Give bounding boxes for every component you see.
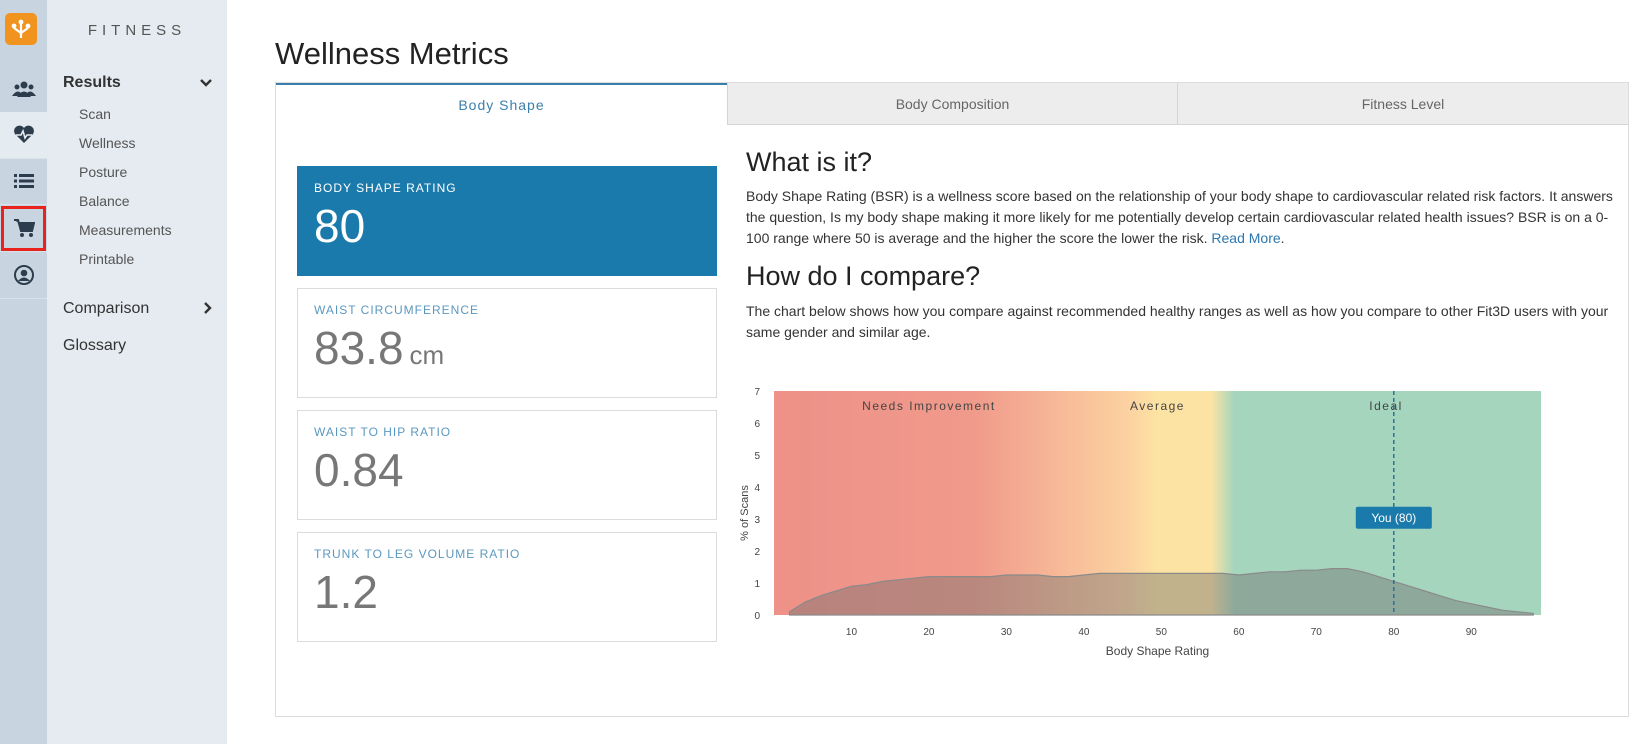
- card-label: WAIST CIRCUMFERENCE: [314, 303, 480, 317]
- chevron-down-icon: [199, 75, 213, 91]
- y-tick-label: 1: [754, 579, 760, 590]
- nav-results-label: Results: [63, 74, 121, 91]
- card-value: 83.8: [314, 322, 404, 374]
- x-tick-label: 10: [846, 627, 858, 638]
- compare-heading: How do I compare?: [746, 261, 981, 291]
- x-tick-label: 50: [1156, 627, 1168, 638]
- you-marker-badge: [1355, 506, 1432, 529]
- y-tick-label: 7: [754, 387, 760, 398]
- users-icon[interactable]: [0, 66, 47, 113]
- nav-results[interactable]: Results: [63, 74, 213, 92]
- section-title: FITNESS: [87, 22, 187, 39]
- nav-item-scan[interactable]: Scan: [79, 106, 111, 122]
- what-tail: .: [1280, 230, 1285, 246]
- nav-comparison-label: Comparison: [63, 300, 150, 317]
- what-text: Body Shape Rating (BSR) is a wellness sc…: [746, 186, 1616, 249]
- nav-glossary[interactable]: Glossary: [63, 337, 213, 355]
- nav-comparison[interactable]: Comparison: [63, 300, 213, 318]
- zone-label-2: Ideal: [1369, 399, 1403, 413]
- y-tick-label: 4: [754, 483, 760, 494]
- card-unit: cm: [409, 340, 445, 370]
- sidebar-nav: FITNESS Results Scan Wellness Posture Ba…: [47, 0, 227, 744]
- x-tick-label: 40: [1078, 627, 1090, 638]
- x-tick-label: 90: [1466, 627, 1478, 638]
- card-value: 1.2: [314, 566, 378, 618]
- y-tick-label: 5: [754, 451, 760, 462]
- x-tick-label: 30: [1001, 627, 1013, 638]
- card-waist-circumference[interactable]: WAIST CIRCUMFERENCE 83.8 cm: [297, 288, 717, 398]
- zone-background: [774, 391, 1541, 615]
- card-body-shape-rating[interactable]: BODY SHAPE RATING 80: [297, 166, 717, 276]
- y-tick-label: 0: [754, 611, 760, 622]
- nav-item-printable[interactable]: Printable: [79, 251, 135, 267]
- cart-icon[interactable]: [0, 205, 47, 252]
- x-tick-label: 20: [923, 627, 935, 638]
- x-tick-label: 80: [1388, 627, 1400, 638]
- x-tick-label: 60: [1233, 627, 1245, 638]
- zone-label-1: Average: [1130, 399, 1185, 413]
- x-axis-label: Body Shape Rating: [1106, 644, 1209, 658]
- nav-item-measurements[interactable]: Measurements: [79, 222, 172, 238]
- tab-bar: Body Shape Body Composition Fitness Leve…: [276, 83, 1628, 125]
- zone-label-0: Needs Improvement: [862, 399, 996, 413]
- heart-pulse-icon[interactable]: [0, 112, 47, 159]
- read-more-link[interactable]: Read More: [1211, 230, 1281, 246]
- y-tick-label: 6: [754, 419, 760, 430]
- icon-rail: [0, 0, 47, 744]
- y-tick-label: 2: [754, 547, 760, 558]
- y-axis-label: % of Scans: [739, 485, 751, 541]
- nav-item-balance[interactable]: Balance: [79, 193, 130, 209]
- card-label: WAIST TO HIP RATIO: [314, 425, 452, 439]
- nav-item-posture[interactable]: Posture: [79, 164, 128, 180]
- x-tick-label: 70: [1311, 627, 1323, 638]
- card-value: 80: [314, 200, 366, 252]
- nav-item-wellness[interactable]: Wellness: [79, 135, 136, 151]
- card-label: BODY SHAPE RATING: [314, 181, 457, 195]
- distribution-area: [788, 568, 1534, 616]
- user-circle-icon[interactable]: [0, 252, 47, 299]
- card-trunk-to-leg-volume-ratio[interactable]: TRUNK TO LEG VOLUME RATIO 1.2: [297, 532, 717, 642]
- what-heading: What is it?: [746, 147, 873, 177]
- card-value: 0.84: [314, 444, 404, 496]
- tab-body-composition[interactable]: Body Composition: [727, 83, 1177, 125]
- card-waist-to-hip-ratio[interactable]: WAIST TO HIP RATIO 0.84: [297, 410, 717, 520]
- metrics-panel: Body Shape Body Composition Fitness Leve…: [275, 82, 1629, 717]
- tab-body-shape[interactable]: Body Shape: [276, 83, 727, 125]
- bsr-distribution-chart: Needs Improvement Average Ideal 0 1 2 3 4 5 6 7 10 2…: [739, 387, 1541, 658]
- nav-glossary-label: Glossary: [63, 337, 127, 354]
- what-body: Body Shape Rating (BSR) is a wellness sc…: [746, 188, 1613, 246]
- app-logo-icon[interactable]: [5, 13, 37, 45]
- chevron-right-icon: [203, 301, 213, 318]
- y-tick-label: 3: [754, 515, 760, 526]
- card-value-wrap: 83.8 cm: [314, 321, 700, 375]
- card-label: TRUNK TO LEG VOLUME RATIO: [314, 547, 521, 561]
- page-title: Wellness Metrics: [275, 36, 509, 71]
- you-marker-label: You (80): [1371, 511, 1416, 525]
- compare-text: The chart below shows how you compare ag…: [746, 303, 1609, 340]
- tab-fitness-level[interactable]: Fitness Level: [1177, 83, 1628, 125]
- list-icon[interactable]: [0, 158, 47, 205]
